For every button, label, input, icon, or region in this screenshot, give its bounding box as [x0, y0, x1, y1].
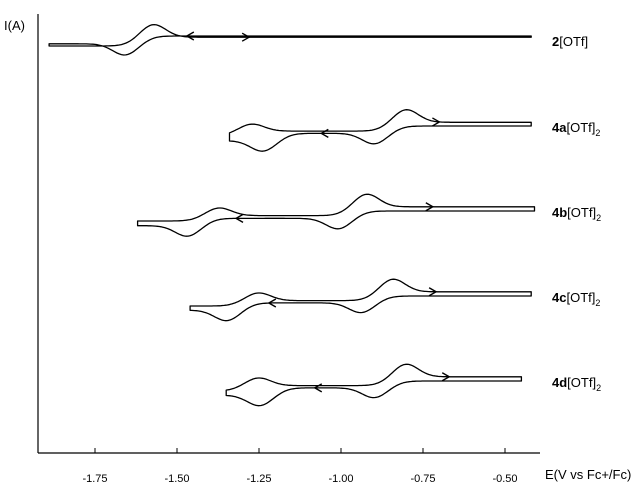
x-tick-label: -1.50	[164, 473, 189, 485]
cv-trace	[225, 363, 523, 407]
scan-direction-arrow	[267, 298, 277, 308]
scan-direction-arrow	[432, 117, 441, 127]
scan-direction-arrow	[241, 32, 251, 42]
x-tick-label: -0.50	[492, 473, 517, 485]
scan-direction-arrow	[185, 31, 195, 41]
x-tick-label: -1.00	[328, 473, 353, 485]
series-labels: 2[OTf] 4a[OTf]2 4b[OTf]2 4c[OTf]2 4d[OTf]2	[552, 34, 601, 393]
series-label: 2[OTf]	[552, 34, 588, 49]
series-label: 4a[OTf]2	[552, 120, 600, 138]
axes: I(A) E(V vs Fc+/Fc)	[4, 14, 631, 482]
series-label: 4c[OTf]2	[552, 290, 600, 308]
scan-direction-arrow	[234, 213, 244, 223]
cv-trace	[228, 109, 532, 152]
x-axis-title: E(V vs Fc+/Fc)	[545, 467, 631, 482]
x-tick-label: -0.75	[410, 473, 435, 485]
series-label: 4b[OTf]2	[552, 205, 601, 223]
x-tick-label: -1.25	[246, 473, 271, 485]
series-label: 4d[OTf]2	[552, 375, 601, 393]
scan-direction-arrow	[319, 128, 329, 138]
x-tick-label: -1.75	[82, 473, 107, 485]
cv-trace	[48, 23, 532, 56]
x-axis-ticks: -1.75 -1.50 -1.25 -1.00 -0.75 -0.50	[82, 448, 518, 485]
cv-trace	[136, 193, 536, 237]
scan-direction-arrow	[425, 202, 435, 212]
cv-trace	[189, 278, 532, 322]
scan-direction-arrow	[441, 372, 451, 382]
y-axis-title: I(A)	[4, 18, 25, 33]
cv-traces	[48, 23, 536, 407]
scan-direction-arrow	[428, 287, 438, 297]
scan-direction-arrow	[313, 383, 323, 393]
